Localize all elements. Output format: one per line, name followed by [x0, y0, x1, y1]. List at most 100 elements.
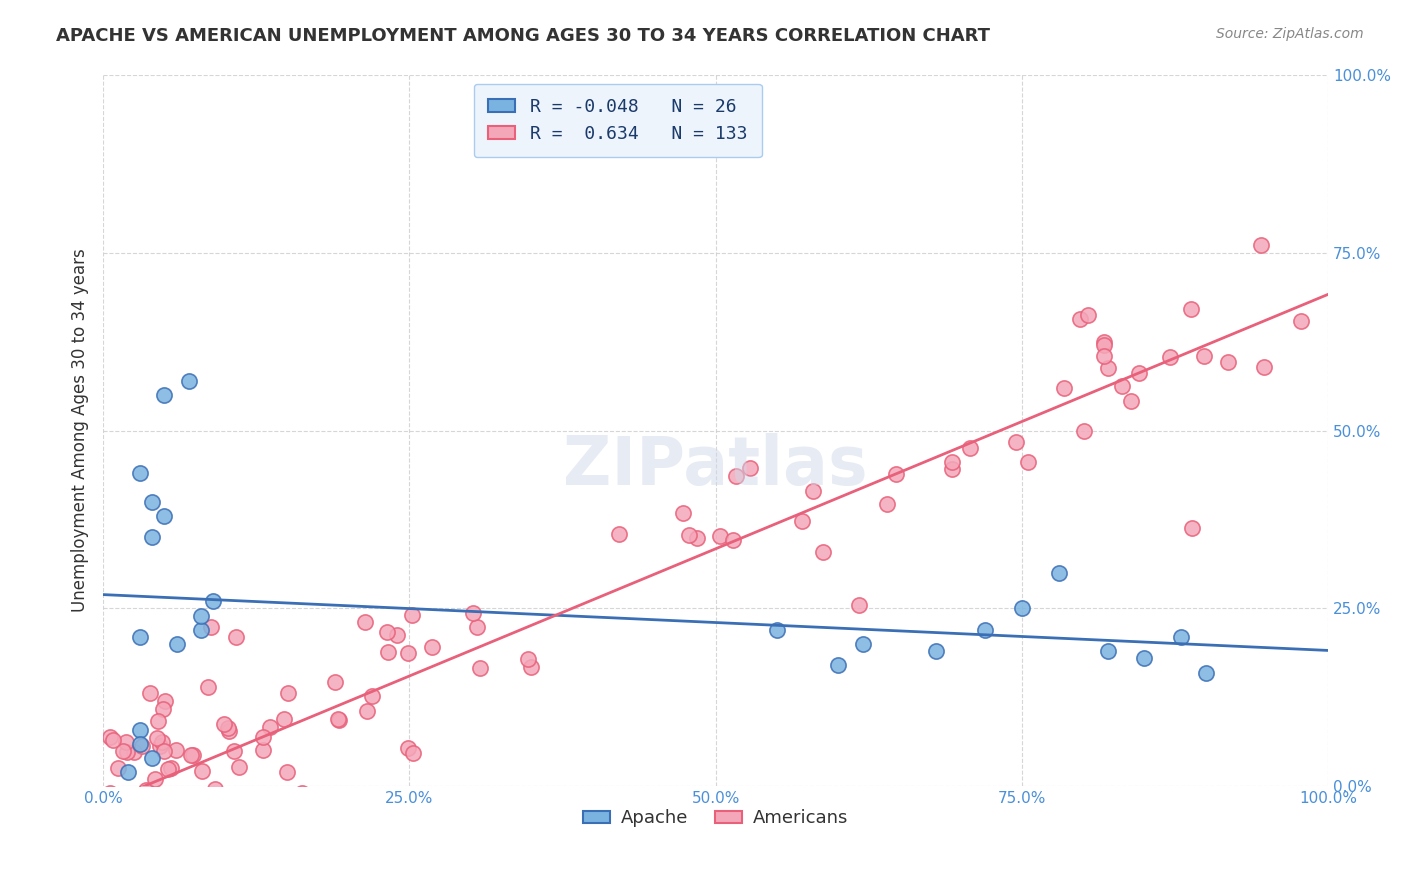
Americans: [143, 772, 166, 787]
Americans: [131, 739, 153, 753]
Americans: [127, 796, 149, 810]
Americans: [725, 469, 748, 483]
Americans: [225, 805, 247, 820]
Americans: [1289, 314, 1312, 328]
Apache: [177, 374, 200, 388]
Americans: [157, 762, 180, 776]
Americans: [208, 799, 231, 814]
Text: APACHE VS AMERICAN UNEMPLOYMENT AMONG AGES 30 TO 34 YEARS CORRELATION CHART: APACHE VS AMERICAN UNEMPLOYMENT AMONG AG…: [56, 27, 990, 45]
Legend: Apache, Americans: Apache, Americans: [575, 802, 856, 834]
Americans: [1077, 308, 1099, 322]
Americans: [150, 735, 173, 749]
Americans: [377, 625, 399, 640]
Americans: [801, 484, 824, 499]
Apache: [925, 644, 948, 658]
Americans: [1128, 367, 1150, 381]
Americans: [105, 815, 128, 830]
Apache: [1133, 651, 1156, 665]
Apache: [128, 630, 150, 644]
Apache: [1194, 665, 1216, 680]
Americans: [356, 704, 378, 718]
Americans: [884, 467, 907, 481]
Apache: [166, 637, 188, 651]
Americans: [1250, 238, 1272, 252]
Americans: [1092, 338, 1115, 352]
Apache: [1097, 644, 1119, 658]
Americans: [959, 442, 981, 456]
Americans: [170, 815, 193, 830]
Apache: [190, 623, 212, 637]
Americans: [1181, 521, 1204, 535]
Americans: [385, 628, 408, 642]
Americans: [323, 675, 346, 690]
Americans: [98, 815, 121, 830]
Apache: [974, 623, 997, 637]
Americans: [678, 528, 700, 542]
Americans: [354, 615, 377, 629]
Apache: [202, 594, 225, 608]
Americans: [790, 514, 813, 528]
Americans: [152, 702, 174, 716]
Americans: [686, 532, 709, 546]
Americans: [125, 815, 148, 830]
Americans: [98, 810, 121, 824]
Americans: [218, 724, 240, 739]
Americans: [212, 716, 235, 731]
Americans: [1097, 361, 1119, 376]
Americans: [180, 748, 202, 763]
Americans: [252, 743, 274, 757]
Americans: [135, 782, 157, 797]
Americans: [153, 694, 176, 708]
Americans: [740, 461, 762, 475]
Americans: [98, 793, 121, 807]
Apache: [766, 623, 789, 637]
Americans: [1216, 355, 1239, 369]
Americans: [136, 815, 159, 830]
Americans: [160, 803, 183, 817]
Americans: [156, 796, 179, 810]
Americans: [519, 660, 541, 674]
Americans: [167, 815, 190, 830]
Americans: [160, 761, 183, 775]
Americans: [98, 786, 121, 800]
Americans: [197, 680, 219, 694]
Americans: [461, 606, 484, 620]
Y-axis label: Unemployment Among Ages 30 to 34 years: Unemployment Among Ages 30 to 34 years: [72, 249, 89, 613]
Americans: [204, 815, 226, 830]
Americans: [115, 745, 138, 759]
Americans: [101, 732, 124, 747]
Americans: [360, 689, 382, 703]
Americans: [723, 533, 745, 547]
Americans: [1092, 349, 1115, 363]
Apache: [128, 737, 150, 751]
Americans: [517, 652, 540, 666]
Americans: [145, 803, 167, 817]
Americans: [118, 815, 141, 830]
Americans: [124, 806, 146, 821]
Americans: [607, 527, 630, 541]
Americans: [1053, 381, 1076, 395]
Americans: [153, 743, 176, 757]
Americans: [129, 815, 152, 830]
Americans: [1005, 434, 1028, 449]
Apache: [141, 751, 163, 765]
Text: ZIPatlas: ZIPatlas: [564, 434, 868, 500]
Americans: [468, 661, 491, 675]
Americans: [128, 815, 150, 830]
Americans: [876, 498, 898, 512]
Americans: [1159, 350, 1181, 364]
Americans: [146, 714, 169, 728]
Americans: [181, 748, 204, 763]
Americans: [1017, 455, 1039, 469]
Americans: [134, 806, 156, 821]
Americans: [1092, 334, 1115, 349]
Americans: [709, 529, 731, 543]
Americans: [1180, 301, 1202, 316]
Americans: [157, 815, 180, 830]
Americans: [200, 620, 222, 634]
Americans: [252, 730, 274, 744]
Americans: [377, 645, 399, 659]
Americans: [941, 462, 963, 476]
Americans: [149, 739, 172, 754]
Americans: [1253, 359, 1275, 374]
